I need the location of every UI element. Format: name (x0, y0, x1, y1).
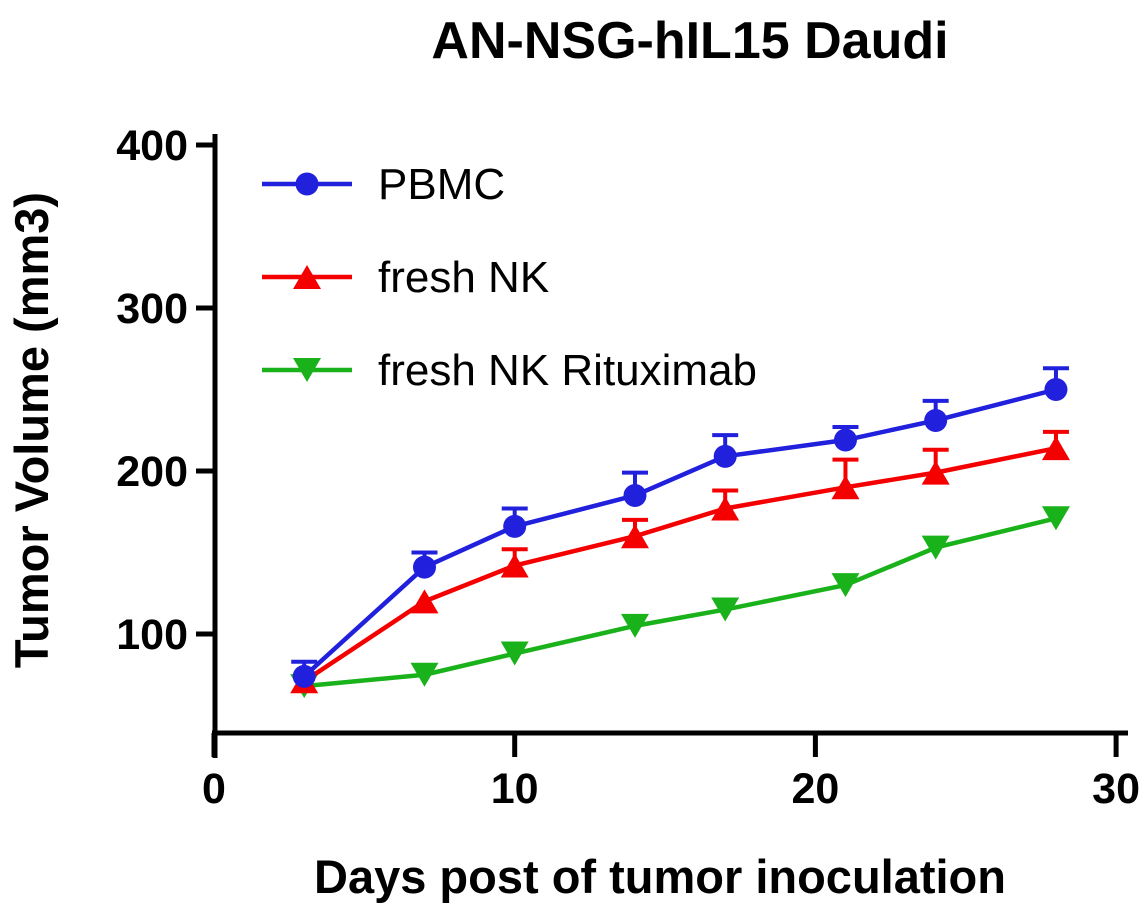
x-axis-title: Days post of tumor inoculation (314, 850, 1006, 903)
legend-marker-fresh-nk (293, 265, 321, 289)
series-fresh-nk (290, 429, 1070, 694)
y-axis-title: Tumor Volume (mm3) (5, 192, 58, 668)
y-tick-label: 400 (116, 122, 188, 170)
x-tick-label: 30 (1092, 765, 1140, 813)
data-point-fresh-nk-rituximab (831, 573, 860, 598)
data-point-pbmc (713, 444, 737, 468)
series-layer (290, 366, 1070, 699)
legend-layer: PBMC fresh NK fresh NK Rituximab (262, 160, 757, 395)
series-line-fresh-nk-rituximab (303, 516, 1057, 689)
data-point-fresh-nk (831, 475, 860, 500)
data-point-fresh-nk-rituximab (711, 597, 740, 622)
axes-layer: 100 200 300 400 0 10 20 30 (116, 122, 1140, 813)
y-tick-label: 300 (116, 285, 188, 333)
legend-item-fresh-nk: fresh NK (262, 253, 549, 302)
data-point-pbmc (1044, 378, 1068, 401)
data-point-fresh-nk-rituximab (500, 641, 529, 666)
data-point-pbmc (412, 555, 436, 579)
data-point-fresh-nk (921, 460, 950, 485)
data-point-fresh-nk (500, 553, 529, 578)
x-tick-label: 0 (202, 765, 226, 813)
legend-label-fresh-nk-rituximab: fresh NK Rituximab (378, 346, 757, 395)
legend-marker-pbmc (295, 172, 319, 196)
data-point-pbmc (833, 428, 857, 452)
legend-label-pbmc: PBMC (378, 160, 505, 209)
series-line-fresh-nk (302, 445, 1057, 684)
data-point-fresh-nk (620, 524, 649, 549)
data-point-pbmc (503, 514, 527, 538)
data-point-pbmc (924, 408, 948, 432)
data-point-fresh-nk-rituximab (921, 535, 950, 560)
data-point-pbmc (292, 664, 316, 688)
series-fresh-nk-rituximab (290, 506, 1070, 699)
y-tick-label: 200 (116, 448, 188, 496)
legend-marker-fresh-nk-rituximab (293, 358, 321, 382)
data-point-fresh-nk-rituximab (1041, 506, 1070, 531)
chart-title: AN-NSG-hIL15 Daudi (431, 12, 948, 70)
legend-item-pbmc: PBMC (262, 160, 505, 209)
x-tick-label: 20 (791, 765, 839, 813)
data-point-fresh-nk (711, 496, 740, 521)
legend-item-fresh-nk-rituximab: fresh NK Rituximab (262, 346, 757, 395)
y-tick-label: 100 (116, 611, 188, 659)
data-point-fresh-nk (410, 589, 439, 614)
data-point-fresh-nk (1041, 436, 1070, 461)
series-line-pbmc (302, 387, 1057, 679)
data-point-pbmc (623, 483, 647, 507)
legend-label-fresh-nk: fresh NK (378, 253, 549, 302)
x-tick-label: 10 (491, 765, 539, 813)
data-point-fresh-nk-rituximab (620, 613, 649, 638)
data-point-fresh-nk-rituximab (410, 662, 439, 687)
series-pbmc (291, 366, 1069, 688)
